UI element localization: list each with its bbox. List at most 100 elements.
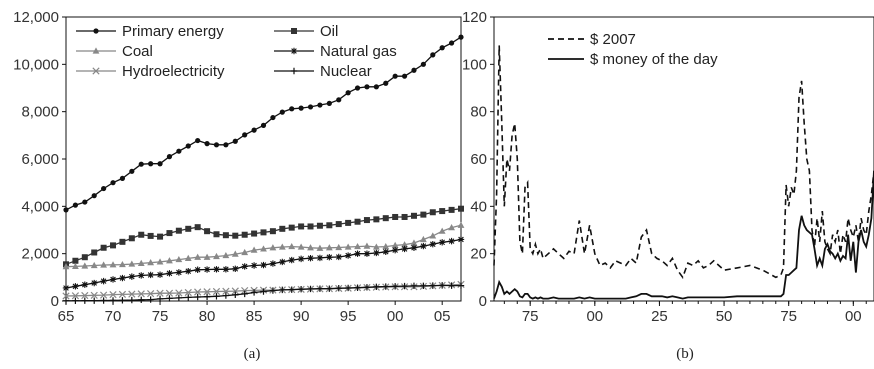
series-oil-point-square (232, 232, 239, 239)
legend-swatch-marker-triangle (92, 47, 100, 54)
series-primary-energy-point (260, 122, 267, 128)
series-hydroelectricity-point-x (165, 289, 174, 297)
series-nuclear-point-plus (448, 282, 455, 289)
series-oil-point-square (392, 213, 399, 220)
series-oil-point-square (373, 216, 380, 223)
series-hydroelectricity-point-x (109, 290, 117, 299)
series-primary-energy-point-dot (63, 207, 69, 213)
series-natural-gas-point (185, 267, 192, 275)
series-coal-point (401, 241, 408, 248)
series-oil-point-square (429, 209, 436, 216)
series-primary-energy-point (119, 175, 126, 182)
series-oil-point-square (251, 230, 258, 237)
series-primary-energy-point-dot (91, 193, 97, 199)
series-primary-energy-point-dot (185, 143, 191, 149)
series-nuclear-point-plus (457, 282, 465, 289)
series-oil-point-square (100, 244, 107, 251)
series-oil-point (251, 230, 258, 237)
panel-a-energy-chart: 0 2,000 4,000 6,000 8,000 10,000 12,000 65 70 75… (13, 9, 465, 362)
panel-b-caption: (b) (676, 346, 694, 362)
series-oil-point-square (91, 249, 98, 256)
series-natural-gas-point-asterisk (109, 276, 117, 283)
series-coal-point-triangle (81, 262, 89, 269)
series-coal-point (222, 251, 230, 259)
series-coal-point-triangle (250, 246, 258, 253)
series-nuclear-point-plus (316, 285, 324, 292)
series-coal-point-triangle (203, 253, 211, 260)
series-primary-energy-point (251, 127, 257, 133)
series-natural-gas-point-asterisk (401, 245, 408, 253)
legend-label: Nuclear (320, 63, 372, 80)
series-coal-point-triangle (391, 241, 399, 248)
series-coal-point (372, 243, 380, 250)
series-nuclear-point (420, 282, 427, 290)
series-coal-point (278, 243, 286, 250)
series-natural-gas-point-asterisk (72, 283, 79, 290)
series-primary-energy-point (430, 52, 436, 58)
series-natural-gas-point (354, 250, 361, 257)
series-primary-energy-point (317, 102, 323, 108)
panel-a-x-tick-label: 80 (199, 308, 216, 325)
series-hydroelectricity-point-x (212, 287, 221, 296)
series-nuclear-point-plus (307, 285, 314, 293)
series-natural-gas-point (250, 262, 258, 269)
panel-b-y-axis: 0 20 40 60 80 100 120 (462, 9, 494, 310)
series-nuclear-point (222, 292, 230, 299)
series-nuclear-point-plus (213, 293, 220, 300)
series-primary-energy-point (223, 142, 229, 148)
series-nuclear-point (297, 285, 305, 293)
series-natural-gas-point (175, 269, 183, 276)
series-coal-point (184, 254, 192, 261)
series-oil-point-square (241, 231, 248, 238)
series-nuclear-point (72, 297, 79, 304)
series-natural-gas-point (62, 284, 70, 292)
series-natural-gas-point-asterisk (241, 263, 248, 270)
series-coal-point (354, 242, 361, 250)
series-nuclear-point-plus (91, 297, 98, 304)
series-coal-point-triangle (90, 261, 98, 269)
series-nuclear-point-plus (241, 290, 248, 298)
series-coal-point (119, 260, 126, 268)
series-nuclear-point-plus (109, 297, 117, 304)
series-coal-point-triangle (401, 241, 408, 248)
series-nuclear-point (232, 291, 239, 299)
series-coal-point-triangle (175, 255, 183, 263)
legend-swatch-marker-plus (290, 67, 298, 75)
series-oil-point-square (401, 213, 408, 220)
series-hydroelectricity-point (71, 292, 80, 300)
series-oil-point-square (222, 232, 229, 239)
series-natural-gas-point (119, 274, 126, 282)
series-nuclear-point-plus (81, 297, 89, 304)
series-coal-point (241, 248, 249, 256)
series-coal-point-triangle (438, 227, 446, 234)
series-natural-gas-point-asterisk (354, 250, 361, 257)
series-coal-point-triangle (166, 257, 173, 264)
series-natural-gas-point (344, 252, 352, 259)
legend-swatch-marker-asterisk (290, 47, 298, 55)
series-oil-point-square (204, 228, 211, 235)
series-primary-energy-point-dot (232, 138, 238, 144)
series-hydroelectricity-point-x (99, 291, 108, 299)
series-oil-point-square (288, 224, 295, 231)
series-primary-energy-point-dot (326, 100, 332, 106)
legend-swatch-marker-x (92, 67, 100, 75)
legend-label: Primary energy (122, 23, 224, 40)
series-primary-energy-point-dot (138, 161, 144, 167)
series-natural-gas-point (448, 237, 455, 245)
series-oil-point-square (439, 208, 446, 215)
series-oil-point (128, 235, 135, 242)
series-natural-gas-point (429, 241, 436, 248)
series-natural-gas-point (222, 266, 230, 273)
series-coal-point-triangle (109, 261, 117, 268)
series-coal-point-triangle (307, 244, 314, 251)
series-primary-energy-point (289, 106, 295, 112)
series-oil-point (363, 217, 370, 224)
series-natural-gas-point (420, 242, 427, 250)
series-nuclear-point (335, 285, 342, 292)
series-nuclear-point (373, 283, 380, 290)
series-nuclear-point-plus (297, 285, 305, 293)
series-coal-point-triangle (147, 259, 155, 266)
series-hydroelectricity-point-x (156, 289, 164, 297)
series-primary-energy-point-dot (82, 199, 88, 205)
series-coal-point-triangle (288, 242, 296, 250)
